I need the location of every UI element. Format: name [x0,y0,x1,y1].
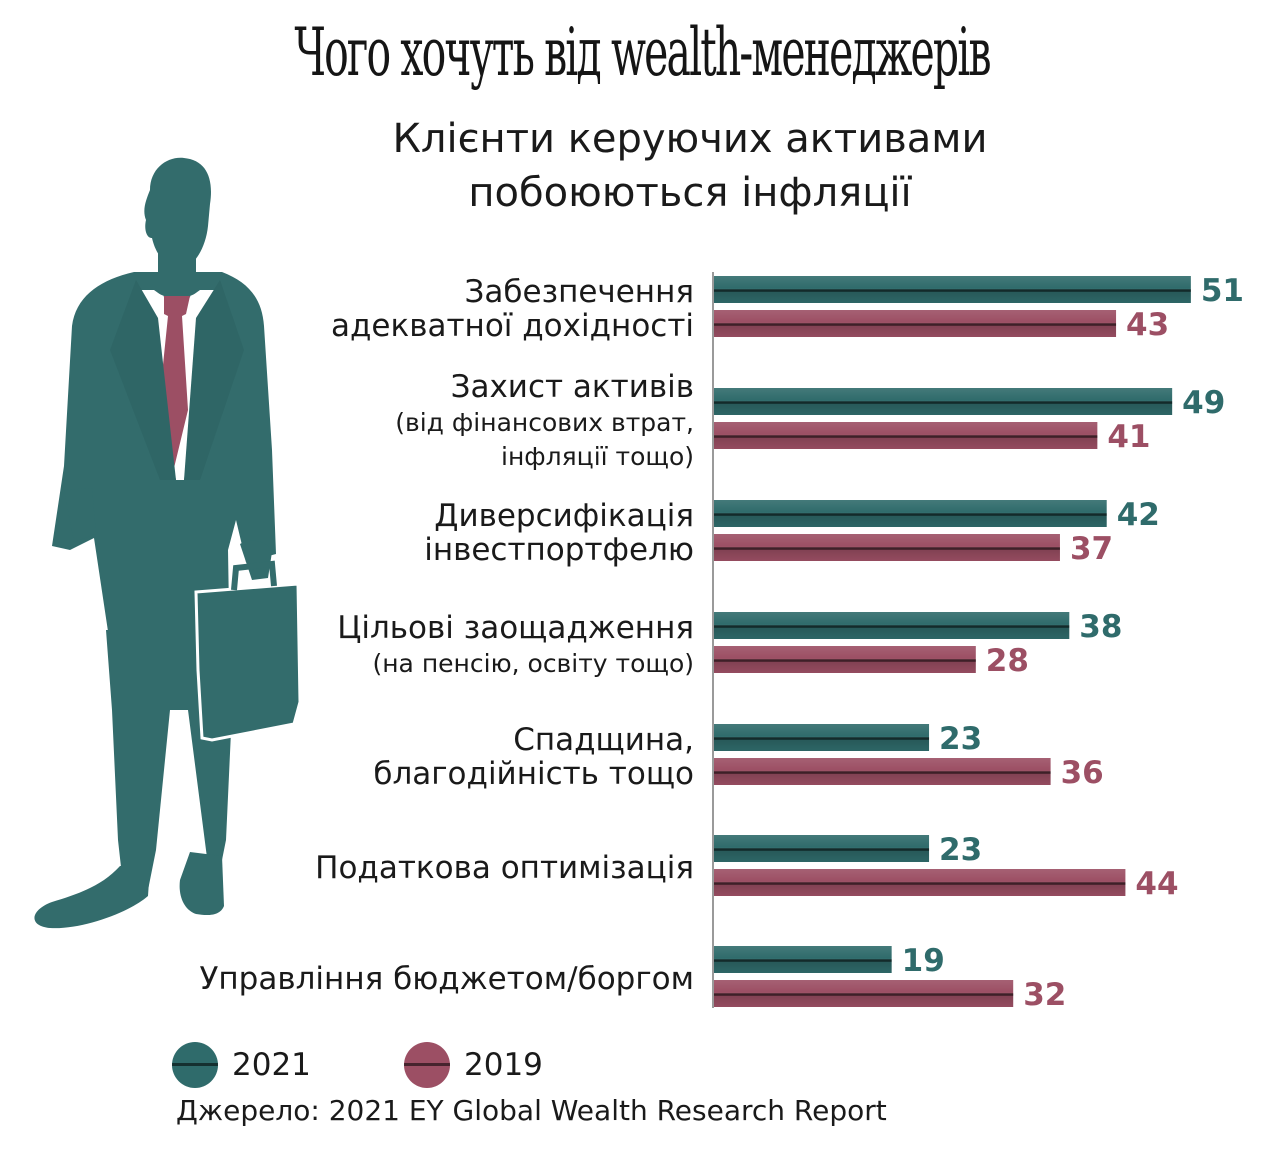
category-label-2-line-0: Диверсифікація [434,498,694,534]
briefcase-icon [194,582,302,742]
chart-subtitle: Клієнти керуючих активами побоюються інф… [300,112,1080,220]
category-label-1-line-1: (від фінансових втрат, [395,408,694,437]
data-label-2021-1: 49 [1182,385,1225,421]
data-label-2019-0: 43 [1126,307,1169,343]
figure-collar-left [142,290,164,310]
subtitle-line-2: побоюються інфляції [468,170,912,216]
category-label-3-line-0: Цільові заощадження [337,610,694,646]
data-label-2021-3: 38 [1079,609,1122,645]
figure-right-hand [240,540,272,580]
category-label-1-line-0: Захист активів [451,369,694,405]
figure-left-hand [64,488,96,542]
bars-group [714,276,1191,1007]
data-label-2021-2: 42 [1117,497,1160,533]
data-label-2019-3: 28 [986,643,1029,679]
data-label-2019-4: 36 [1061,755,1104,791]
data-label-2021-6: 19 [902,943,945,979]
data-label-2019-1: 41 [1107,419,1150,455]
figure-left-shoe [34,866,150,929]
businessman-illustration [34,157,302,929]
legend-item-2021: 2021 [172,1042,311,1088]
legend-swatch-2019 [404,1042,450,1088]
figure-lapel-left [110,280,176,480]
figure-lapel-right [184,280,244,480]
figure-right-shoe [179,852,224,916]
data-label-2019-2: 37 [1070,531,1113,567]
source-note: Джерело: 2021 EY Global Wealth Research … [176,1094,887,1127]
category-label-0-line-0: Забезпечення [465,274,694,310]
data-label-2021-4: 23 [939,721,982,757]
data-label-2019-5: 44 [1135,866,1178,902]
legend-label-2019: 2019 [464,1047,543,1083]
legend-swatch-2021 [172,1042,218,1088]
data-label-2021-5: 23 [939,832,982,868]
category-label-4-line-0: Спадщина, [513,722,694,758]
data-label-2021-0: 51 [1201,273,1244,309]
category-label-5-line-0: Податкова оптимізація [315,850,694,886]
category-label-2-line-1: інвестпортфелю [424,532,694,568]
legend-label-2021: 2021 [232,1047,311,1083]
category-label-1-line-2: інфляції тощо) [501,442,694,471]
chart-title: Чого хочуть від wealth-менеджерів [294,14,991,91]
legend-item-2019: 2019 [404,1042,543,1088]
category-label-4-line-1: благодійність тощо [373,756,694,792]
category-label-3-line-1: (на пенсію, освіту тощо) [372,649,694,678]
category-label-0-line-1: адекватної дохідності [331,308,694,344]
subtitle-line-1: Клієнти керуючих активами [392,116,988,162]
figure-collar-right [190,290,212,310]
data-label-2019-6: 32 [1023,977,1066,1013]
figure-head [144,157,211,269]
category-label-6-line-0: Управління бюджетом/боргом [200,961,694,997]
briefcase-handle [231,560,277,591]
